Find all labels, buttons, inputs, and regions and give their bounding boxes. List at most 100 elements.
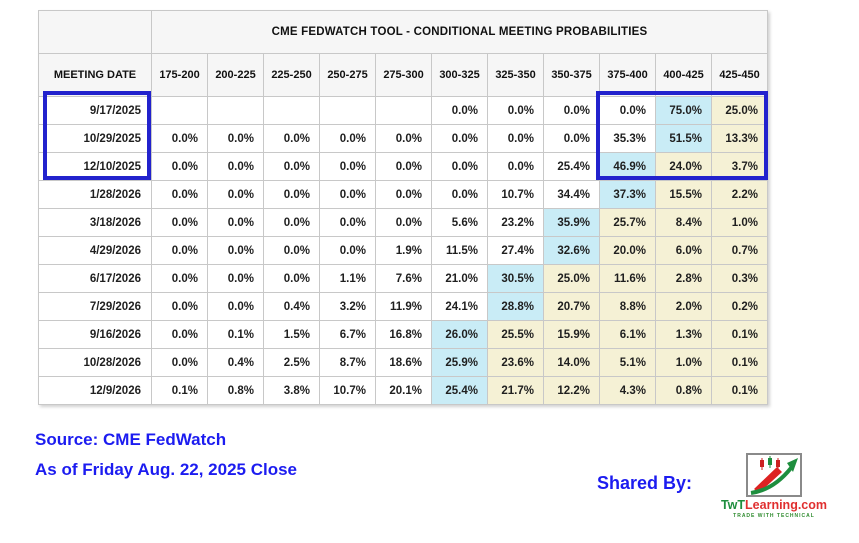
probability-cell: 14.0% xyxy=(543,348,600,377)
probability-cell: 0.4% xyxy=(207,348,264,377)
probability-cell: 18.6% xyxy=(375,348,432,377)
probability-cell: 0.8% xyxy=(655,376,712,405)
logo-brand-text: TwTLearning.com xyxy=(710,498,838,512)
rate-range-header: 400-425 xyxy=(655,53,712,97)
probability-cell: 32.6% xyxy=(543,236,600,265)
probability-cell: 0.0% xyxy=(151,208,208,237)
table-row: 6/17/2026 0.0% 0.0% 0.0% 1.1% 7.6% 21.0% 30.5% 2… xyxy=(38,264,768,293)
probability-cell: 8.7% xyxy=(319,348,376,377)
probability-cell: 0.0% xyxy=(151,264,208,293)
probability-cell: 0.0% xyxy=(487,96,544,125)
shared-by-label: Shared By: xyxy=(597,473,693,493)
meeting-date-cell: 9/17/2025 xyxy=(38,96,152,125)
probability-cell: 2.5% xyxy=(263,348,320,377)
probability-cell: 0.0% xyxy=(151,348,208,377)
probability-cell: 1.1% xyxy=(319,264,376,293)
probability-cell: 0.0% xyxy=(151,152,208,181)
probability-cell: 7.6% xyxy=(375,264,432,293)
meeting-date-cell: 6/17/2026 xyxy=(38,264,152,293)
rate-range-header: 300-325 xyxy=(431,53,488,97)
probability-cell: 0.1% xyxy=(207,320,264,349)
probability-cell: 6.1% xyxy=(599,320,656,349)
probability-cell: 8.8% xyxy=(599,292,656,321)
probability-cell: 0.0% xyxy=(263,124,320,153)
meeting-date-header: MEETING DATE xyxy=(38,53,152,97)
probability-cell: 0.1% xyxy=(711,376,768,405)
probability-cell: 21.0% xyxy=(431,264,488,293)
probability-cell: 15.5% xyxy=(655,180,712,209)
probability-cell: 0.0% xyxy=(375,208,432,237)
logo-tagline: TRADE WITH TECHNICAL xyxy=(733,513,815,519)
logo-brand-suffix: Learning.com xyxy=(745,498,828,512)
source-text: Source: CME FedWatch xyxy=(35,430,227,449)
probability-cell: 0.0% xyxy=(263,264,320,293)
probability-cell: 0.0% xyxy=(263,180,320,209)
probability-cell: 0.1% xyxy=(711,320,768,349)
corner-cell xyxy=(38,10,152,54)
probability-cell: 21.7% xyxy=(487,376,544,405)
probability-cell: 28.8% xyxy=(487,292,544,321)
rate-range-header: 425-450 xyxy=(711,53,768,97)
probability-cell: 46.9% xyxy=(599,152,656,181)
as-of-text: As of Friday Aug. 22, 2025 Close xyxy=(35,460,298,479)
probability-cell: 2.0% xyxy=(655,292,712,321)
probability-cell: 6.7% xyxy=(319,320,376,349)
probability-cell: 0.0% xyxy=(543,96,600,125)
probability-cell: 1.9% xyxy=(375,236,432,265)
probability-cell: 0.8% xyxy=(207,376,264,405)
probability-cell: 0.0% xyxy=(487,124,544,153)
fedwatch-table: CME FEDWATCH TOOL - CONDITIONAL MEETING … xyxy=(38,10,768,405)
rate-range-header: 175-200 xyxy=(151,53,208,97)
probability-cell: 20.1% xyxy=(375,376,432,405)
probability-cell: 0.0% xyxy=(319,152,376,181)
probability-cell xyxy=(375,96,432,125)
probability-cell: 25.4% xyxy=(543,152,600,181)
meeting-date-cell: 10/28/2026 xyxy=(38,348,152,377)
probability-cell: 0.3% xyxy=(711,264,768,293)
meeting-date-cell: 3/18/2026 xyxy=(38,208,152,237)
probability-cell: 16.8% xyxy=(375,320,432,349)
probability-cell: 34.4% xyxy=(543,180,600,209)
probability-cell: 0.0% xyxy=(207,236,264,265)
probability-cell: 0.0% xyxy=(319,180,376,209)
probability-cell: 1.3% xyxy=(655,320,712,349)
probability-cell xyxy=(151,96,208,125)
probability-cell: 0.0% xyxy=(375,180,432,209)
fedwatch-table-container: CME FEDWATCH TOOL - CONDITIONAL MEETING … xyxy=(38,10,768,405)
probability-cell: 0.1% xyxy=(151,376,208,405)
probability-cell: 0.0% xyxy=(543,124,600,153)
probability-cell: 0.0% xyxy=(375,124,432,153)
table-title: CME FEDWATCH TOOL - CONDITIONAL MEETING … xyxy=(151,10,768,54)
rate-range-header: 350-375 xyxy=(543,53,600,97)
probability-cell: 30.5% xyxy=(487,264,544,293)
probability-cell: 25.7% xyxy=(599,208,656,237)
probability-cell: 51.5% xyxy=(655,124,712,153)
probability-cell: 0.0% xyxy=(487,152,544,181)
probability-cell: 11.6% xyxy=(599,264,656,293)
rate-range-header: 325-350 xyxy=(487,53,544,97)
meeting-date-cell: 10/29/2025 xyxy=(38,124,152,153)
probability-cell: 3.2% xyxy=(319,292,376,321)
probability-cell: 0.2% xyxy=(711,292,768,321)
meeting-date-cell: 12/9/2026 xyxy=(38,376,152,405)
probability-cell: 15.9% xyxy=(543,320,600,349)
probability-cell: 5.6% xyxy=(431,208,488,237)
probability-cell: 8.4% xyxy=(655,208,712,237)
probability-cell: 0.0% xyxy=(151,180,208,209)
probability-cell: 0.0% xyxy=(207,208,264,237)
rate-range-header: 225-250 xyxy=(263,53,320,97)
probability-cell: 35.3% xyxy=(599,124,656,153)
probability-cell: 0.0% xyxy=(151,292,208,321)
table-body: 9/17/2025 0.0% 0.0% 0.0% 0.0% 75.0% 25.0% 10/29… xyxy=(38,96,768,405)
probability-cell: 0.0% xyxy=(207,124,264,153)
probability-cell: 25.5% xyxy=(487,320,544,349)
probability-cell xyxy=(207,96,264,125)
meeting-date-cell: 7/29/2026 xyxy=(38,292,152,321)
probability-cell: 75.0% xyxy=(655,96,712,125)
table-row: 7/29/2026 0.0% 0.0% 0.4% 3.2% 11.9% 24.1% 28.8%… xyxy=(38,292,768,321)
probability-cell: 0.0% xyxy=(207,152,264,181)
probability-cell: 0.0% xyxy=(431,180,488,209)
meeting-date-cell: 4/29/2026 xyxy=(38,236,152,265)
table-row: 10/28/2026 0.0% 0.4% 2.5% 8.7% 18.6% 25.9% 23.6… xyxy=(38,348,768,377)
